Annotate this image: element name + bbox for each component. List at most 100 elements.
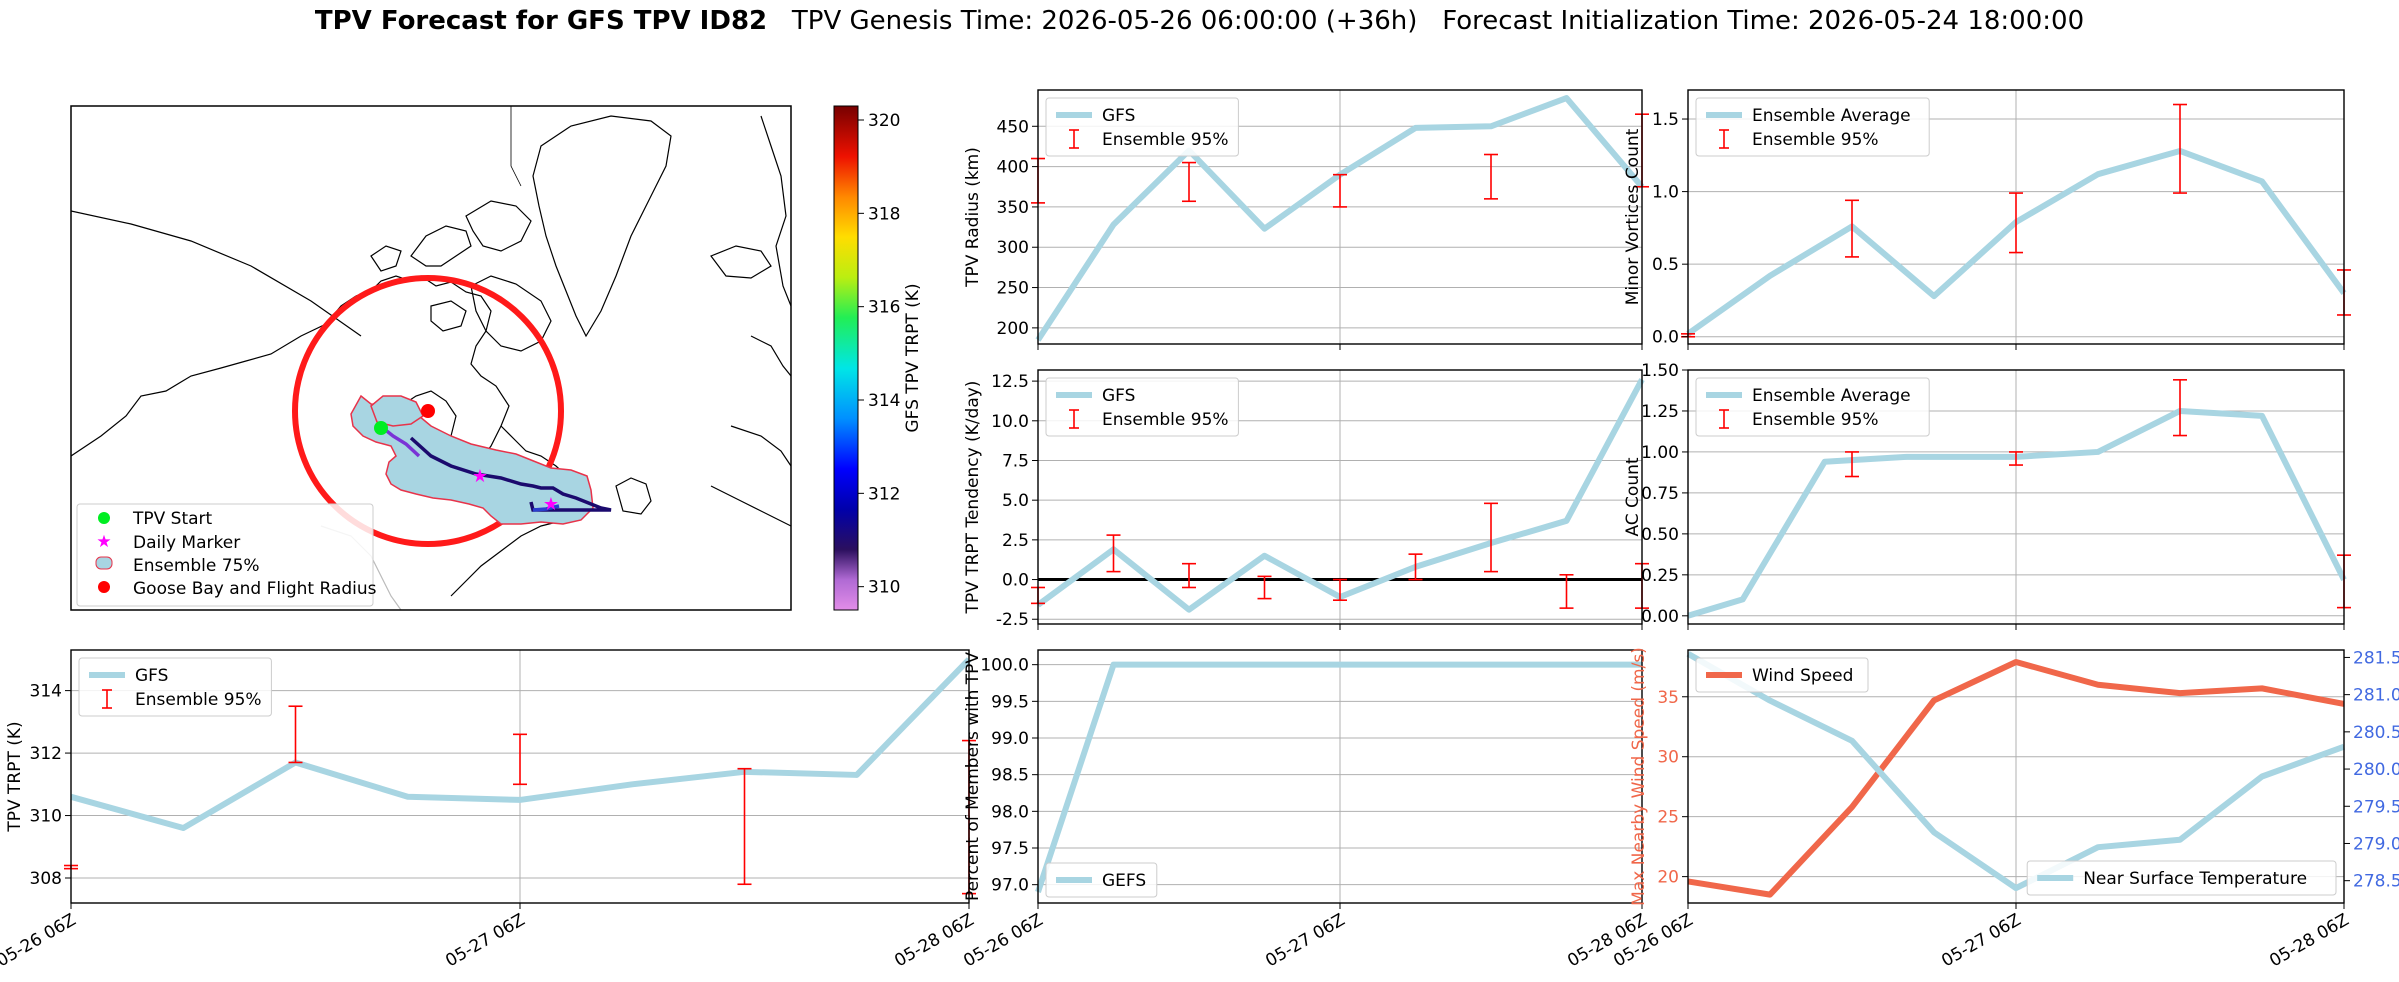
- data-point: [2261, 687, 2263, 689]
- ensemble-75-area: [350, 394, 594, 525]
- map-border: [510, 106, 522, 187]
- legend-goose-marker: [98, 581, 110, 593]
- colorbar-ticks: 310 312 314 316 318 320: [858, 111, 900, 598]
- y-tick-label: 2.5: [1002, 531, 1029, 551]
- errorbar: [288, 705, 303, 764]
- legend-box: [1695, 657, 1869, 693]
- errorbar: [1559, 573, 1574, 609]
- y-tick-label: 0.00: [1641, 607, 1679, 627]
- coast-iceland: [710, 245, 772, 279]
- y-tick-label: 100.0: [980, 656, 1029, 676]
- x-tick-label: 05-27 06Z: [442, 910, 528, 971]
- legend-label: GFS: [1102, 386, 1135, 406]
- daily-marker-2: ★: [543, 494, 559, 515]
- y-axis-label: Max Nearby Wind Speed (m/s): [1629, 647, 1649, 906]
- errorbar: [1845, 451, 1859, 478]
- errorbar: [2009, 451, 2023, 466]
- x-tick-label: 05-27 06Z: [1262, 910, 1348, 971]
- legend-box: [2026, 860, 2337, 896]
- errorbar: [1333, 578, 1347, 601]
- data-point: [1113, 224, 1114, 226]
- map-legend: ★ TPV Start Daily Marker Ensemble 75% Go…: [76, 503, 377, 607]
- legend-ensemble-swatch: [95, 556, 113, 570]
- errorbar: [2173, 379, 2187, 437]
- x-tick-label: 05-28 06Z: [2266, 910, 2352, 971]
- data-point: [2097, 451, 2099, 453]
- y-tick-label: 1.50: [1641, 361, 1679, 381]
- legend-daily-label: Daily Marker: [133, 533, 240, 553]
- errorbar: [1257, 575, 1272, 600]
- legend-daily-marker: ★: [96, 532, 111, 552]
- colorbar-tick-label: 320: [868, 111, 900, 131]
- data-point: [1566, 520, 1567, 522]
- coast-arctic-mainland: [355, 275, 510, 487]
- legend-box: [1695, 377, 1930, 437]
- errorbar: [1484, 153, 1498, 200]
- data-point: [1933, 831, 1935, 833]
- coast-greenland: [532, 115, 672, 338]
- panel-ac-count: 0.00 0.25 0.50 0.75 1.00 1.25 1.50 AC Count Ense…: [1623, 361, 2351, 630]
- daily-marker-1: ★: [472, 466, 488, 487]
- y-tick-label: 0.25: [1641, 566, 1679, 586]
- data-point: [1906, 456, 1908, 458]
- data-point: [1851, 806, 1853, 808]
- data-point: [1264, 228, 1265, 230]
- errorbar: [1408, 553, 1423, 581]
- data-point: [1264, 664, 1265, 666]
- y-tick-label: 308: [30, 869, 62, 889]
- y2-tick-label: 280.5: [2353, 723, 2399, 743]
- y-tick-label: 0.0: [1002, 571, 1029, 591]
- errorbar: [1106, 534, 1121, 573]
- y-tick-label: -2.5: [996, 610, 1029, 630]
- y-tick-label: 97.5: [991, 839, 1029, 859]
- colorbar-gradient: [833, 105, 859, 611]
- y-tick-label: 0.5: [1652, 255, 1679, 275]
- y-tick-label: 1.0: [1652, 183, 1679, 203]
- colorbar-tick-label: 318: [868, 204, 900, 224]
- trpt-colorbar: 310 312 314 316 318 320 GFS TPV TRPT (K): [833, 105, 923, 611]
- y-axis-label: TPV TRPT Tendency (K/day): [963, 381, 983, 615]
- y-tick-label: 350: [997, 198, 1029, 218]
- legend-box: [78, 657, 272, 717]
- legend-box: [1045, 862, 1158, 898]
- y-tick-label: 250: [997, 279, 1029, 299]
- colorbar-tick-label: 310: [868, 578, 900, 598]
- y-tick-label: 35: [1657, 688, 1679, 708]
- coast-arctic-islands: [370, 200, 532, 332]
- legend-label: GFS: [1102, 106, 1135, 126]
- data-point: [1415, 127, 1416, 129]
- data-point: [182, 827, 184, 829]
- chart-legend: GFS Ensemble 95%: [1045, 377, 1239, 437]
- figure-title: TPV Forecast for GFS TPV ID82 TPV Genesi…: [0, 6, 2399, 36]
- data-point: [2097, 846, 2099, 848]
- y-tick-label: 1.5: [1652, 110, 1679, 130]
- y-tick-label: 450: [997, 117, 1029, 137]
- legend-label: Near Surface Temperature: [2083, 869, 2307, 889]
- legend-start-label: TPV Start: [132, 509, 213, 529]
- legend-ensemble-label: Ensemble 75%: [133, 556, 260, 576]
- y-tick-label: 200: [997, 319, 1029, 339]
- y-tick-label: 0.75: [1641, 484, 1679, 504]
- data-point: [2261, 180, 2263, 182]
- y-tick-label: 99.0: [991, 729, 1029, 749]
- legend-box: [1045, 377, 1239, 437]
- y-tick-label: 312: [30, 744, 62, 764]
- data-point: [519, 799, 521, 801]
- legend-start-marker: [98, 512, 110, 524]
- chart-legend: Ensemble Average Ensemble 95%: [1695, 377, 1930, 437]
- legend-label: Wind Speed: [1752, 666, 1853, 686]
- legend-label: Ensemble Average: [1752, 106, 1911, 126]
- panel-minor-vortices: 0.0 0.5 1.0 1.5 Minor Vortices Count Ensemble…: [1623, 89, 2351, 350]
- y2-tick-label: 279.5: [2353, 797, 2399, 817]
- legend-label: GFS: [135, 666, 168, 686]
- y-tick-label: 314: [30, 682, 62, 702]
- panel-tpv-radius: 200 250 300 350 400 450 TPV Radius (km) GFS Ense…: [963, 89, 1649, 350]
- data-point: [2015, 661, 2017, 663]
- y-tick-label: 1.00: [1641, 443, 1679, 463]
- colorbar-label: GFS TPV TRPT (K): [903, 283, 923, 432]
- chart-legend: GEFS: [1045, 862, 1158, 898]
- title-genesis: TPV Genesis Time: 2026-05-26 06:00:00 (+…: [791, 6, 1418, 36]
- data-point: [1264, 555, 1265, 557]
- data-point: [2097, 173, 2099, 175]
- legend-label: Ensemble 95%: [1102, 410, 1229, 430]
